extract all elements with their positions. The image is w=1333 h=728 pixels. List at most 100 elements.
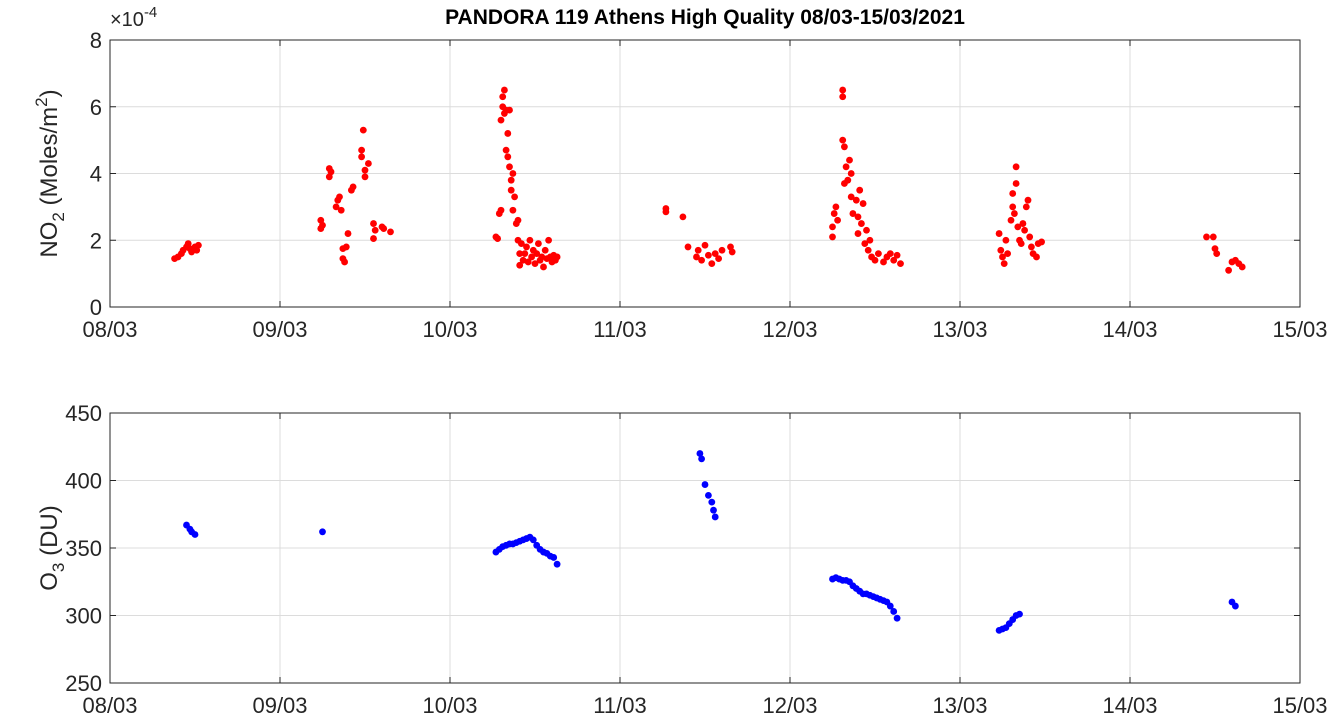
data-point: [1213, 250, 1221, 257]
data-point: [886, 602, 894, 610]
exponent-label: ×10-4: [110, 4, 157, 31]
x-tick-label: 11/03: [593, 693, 646, 718]
data-point: [728, 248, 736, 256]
o3-axes: 08/03 09/03 10/03 11/03 12/03 13/03 14/03 15/03…: [65, 401, 1327, 718]
data-point: [342, 243, 350, 251]
y-tick-label: 250: [65, 671, 102, 696]
data-point: [1011, 210, 1018, 217]
data-point: [540, 263, 547, 271]
data-point: [710, 506, 717, 514]
data-point: [886, 250, 894, 257]
data-point: [1038, 238, 1045, 246]
data-point: [359, 126, 367, 134]
data-point: [507, 186, 515, 194]
x-tick-label: 12/03: [762, 693, 817, 718]
data-point: [856, 186, 864, 194]
data-point: [1026, 233, 1034, 241]
data-point: [1012, 163, 1020, 171]
data-point: [701, 481, 709, 488]
x-tick-label: 14/03: [1102, 317, 1157, 342]
chart-title: PANDORA 119 Athens High Quality 08/03-15…: [445, 6, 965, 29]
data-point: [1012, 180, 1020, 187]
data-point: [337, 206, 345, 214]
data-point: [1000, 260, 1008, 268]
data-point: [538, 253, 546, 261]
data-point: [871, 256, 879, 264]
o3-y-axis-label: O3 (DU): [36, 505, 68, 590]
data-point: [829, 223, 836, 231]
data-point: [509, 170, 517, 177]
data-point: [1209, 233, 1217, 241]
data-point: [829, 233, 836, 241]
data-point: [696, 450, 704, 457]
data-point: [1033, 253, 1040, 261]
x-tick-label: 15/03: [1272, 317, 1327, 342]
data-point: [341, 258, 348, 266]
data-point: [715, 255, 722, 263]
data-point: [999, 253, 1006, 261]
data-point: [1203, 233, 1210, 241]
data-point: [511, 193, 518, 201]
data-point: [854, 213, 862, 221]
data-point: [526, 236, 534, 244]
data-point: [1225, 266, 1232, 274]
data-point: [841, 143, 848, 151]
data-point: [344, 230, 352, 237]
data-point: [1016, 610, 1023, 618]
data-point: [694, 246, 702, 254]
data-point: [854, 230, 862, 237]
data-point: [847, 170, 855, 177]
data-point: [1021, 226, 1028, 234]
data-point: [553, 560, 561, 568]
data-point: [519, 256, 527, 264]
data-point: [1232, 602, 1239, 610]
data-point: [370, 220, 377, 227]
data-point: [839, 136, 847, 144]
data-point: [866, 236, 874, 244]
data-point: [834, 216, 841, 224]
no2-axes: 08/03 09/03 10/03 11/03 12/03 13/03 14/03 15/03…: [82, 4, 1327, 342]
data-point: [361, 166, 369, 174]
y-tick-label: 450: [65, 401, 102, 426]
data-point: [698, 256, 705, 264]
data-point: [332, 203, 340, 211]
y-tick-label: 4: [90, 162, 102, 187]
no2-y-axis-label: NO2 (Moles/m2): [32, 89, 68, 257]
data-point: [708, 498, 716, 506]
data-point: [361, 173, 369, 181]
data-point: [502, 146, 510, 154]
data-point: [533, 250, 541, 257]
data-point: [528, 253, 535, 261]
data-point: [849, 210, 857, 217]
data-point: [506, 106, 513, 114]
data-point: [497, 116, 505, 124]
data-point: [370, 235, 377, 242]
data-point: [864, 246, 872, 254]
data-point: [514, 216, 522, 224]
data-point: [358, 153, 365, 161]
data-point: [327, 168, 335, 176]
x-tick-label: 14/03: [1102, 693, 1157, 718]
data-point: [839, 93, 847, 101]
data-point: [524, 258, 532, 266]
data-point: [679, 213, 687, 221]
data-point: [839, 86, 847, 94]
data-point: [506, 163, 513, 171]
data-point: [832, 203, 840, 211]
data-point: [531, 260, 539, 268]
x-tick-label: 08/03: [82, 317, 137, 342]
data-point: [518, 240, 525, 247]
data-point: [893, 614, 901, 622]
y-tick-label: 400: [65, 469, 102, 494]
data-point: [523, 243, 530, 251]
data-point: [195, 241, 202, 249]
data-point: [504, 153, 512, 161]
data-point: [705, 251, 712, 259]
data-point: [830, 210, 838, 217]
data-point: [662, 208, 670, 216]
y-tick-label: 2: [90, 228, 102, 253]
data-point: [365, 160, 372, 167]
data-point: [1014, 223, 1022, 231]
data-point: [701, 241, 709, 249]
data-point: [997, 246, 1005, 254]
